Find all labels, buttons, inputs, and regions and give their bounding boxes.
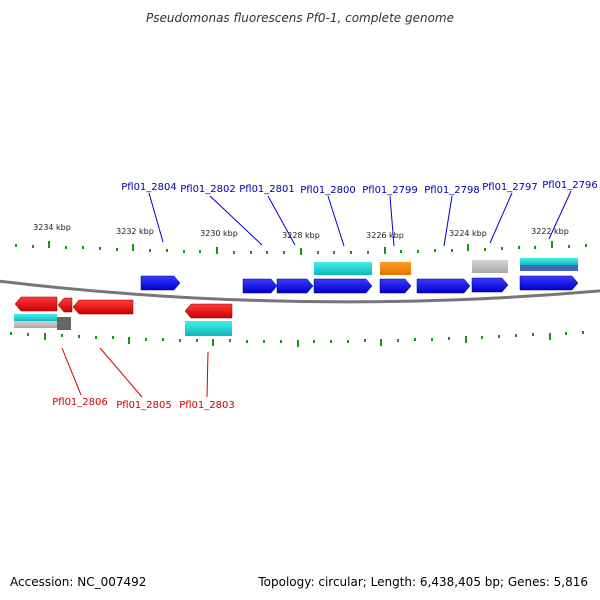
upper-ticks <box>15 241 587 255</box>
gene-label-pfl01-2798[interactable]: Pfl01_2798 <box>424 185 480 196</box>
gene-label-pfl01-2801[interactable]: Pfl01_2801 <box>239 184 295 195</box>
blue-feature-pfl01-2796[interactable] <box>520 265 578 271</box>
gene-arrow-pfl01-2803[interactable] <box>184 303 233 319</box>
gene-label-pfl01-2806[interactable]: Pfl01_2806 <box>52 397 108 408</box>
genome-backbone <box>0 279 600 304</box>
grey-feature-pfl01-2806[interactable] <box>14 321 57 328</box>
scale-label: 3228 kbp <box>282 231 320 240</box>
gene-label-pfl01-2802[interactable]: Pfl01_2802 <box>180 184 236 195</box>
scale-label: 3232 kbp <box>116 227 154 236</box>
gene-arrow-pfl01-2805[interactable] <box>72 299 134 315</box>
scale-label: 3226 kbp <box>366 231 404 240</box>
scale-label: 3222 kbp <box>531 227 569 236</box>
scale-label: 3224 kbp <box>449 229 487 238</box>
gene-label-pfl01-2800[interactable]: Pfl01_2800 <box>300 185 356 196</box>
gene-label-pfl01-2797[interactable]: Pfl01_2797 <box>482 182 538 193</box>
gene-arrow-pfl01-2796[interactable] <box>519 275 579 291</box>
leader-lines-bottom <box>61 347 209 398</box>
dark-feature-pfl01-2806[interactable] <box>57 317 71 330</box>
scale-label: 3234 kbp <box>33 223 71 232</box>
scale-label: 3230 kbp <box>200 229 238 238</box>
gene-arrow-pfl01-2798[interactable] <box>416 278 471 294</box>
gene-arrow-pfl01-2802[interactable] <box>242 278 278 294</box>
gene-arrow-pfl01-2799[interactable] <box>379 278 412 294</box>
gene-arrow-pfl01-2801[interactable] <box>276 278 314 294</box>
accession-text: Accession: NC_007492 <box>10 575 147 589</box>
grey-feature-pfl01-2797[interactable] <box>472 260 508 273</box>
gene-label-pfl01-2799[interactable]: Pfl01_2799 <box>362 185 418 196</box>
leader-lines-top <box>148 190 572 247</box>
page-title: Pseudomonas fluorescens Pf0-1, complete … <box>146 11 454 25</box>
gene-arrow-pfl01-2806[interactable] <box>14 296 58 312</box>
gene-arrow-pfl01-2804[interactable] <box>140 275 181 291</box>
gene-label-pfl01-2796[interactable]: Pfl01_2796 <box>542 180 598 191</box>
rna-feature-pfl01-2806[interactable] <box>14 314 57 321</box>
genome-summary-text: Topology: circular; Length: 6,438,405 bp… <box>258 575 588 589</box>
gene-label-pfl01-2805[interactable]: Pfl01_2805 <box>116 400 172 411</box>
orange-feature-pfl01-2799[interactable] <box>380 262 411 275</box>
rna-feature-pfl01-2796[interactable] <box>520 258 578 265</box>
rna-feature-pfl01-2800[interactable] <box>314 262 372 275</box>
gene-label-pfl01-2803[interactable]: Pfl01_2803 <box>179 400 235 411</box>
gene-arrow-pfl01-2800[interactable] <box>313 278 373 294</box>
lower-ticks <box>10 331 584 347</box>
rna-feature-pfl01-2803[interactable] <box>185 321 232 336</box>
gene-arrow-pfl01-2806b[interactable] <box>57 297 73 313</box>
gene-label-pfl01-2804[interactable]: Pfl01_2804 <box>121 182 177 193</box>
gene-arrow-pfl01-2797[interactable] <box>471 277 509 293</box>
